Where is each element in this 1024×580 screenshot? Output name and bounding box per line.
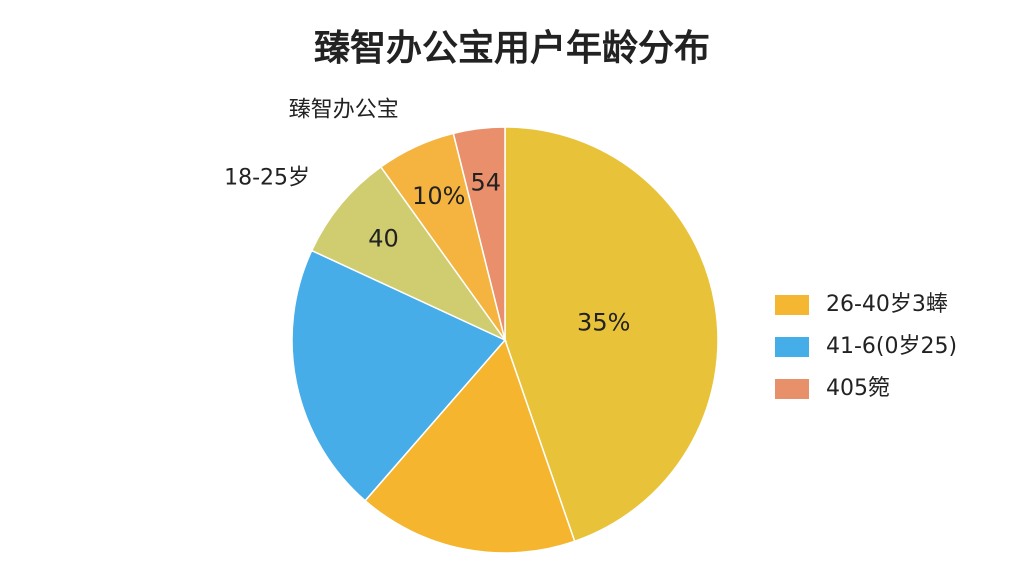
- category-label: 臻智办公宝: [289, 97, 399, 122]
- legend-label: 41-6(0岁25): [826, 334, 957, 359]
- slice-label: 54: [470, 169, 501, 197]
- chart-title: 臻智办公宝用户年龄分布: [314, 28, 710, 69]
- pie-slice: [291, 249, 507, 502]
- pie-slice: [504, 126, 719, 543]
- category-label: 18-25岁: [224, 166, 310, 191]
- legend-swatch: [775, 337, 809, 357]
- slice-label: 40: [368, 225, 399, 253]
- pie-slice: [364, 338, 576, 554]
- pie-slice: [310, 165, 508, 342]
- legend-label: 26-40岁3蜯: [826, 292, 948, 317]
- legend-swatch: [775, 379, 809, 399]
- slice-label: 10%: [412, 182, 465, 210]
- pie-slice: [452, 126, 506, 341]
- slice-label: 35%: [577, 308, 630, 336]
- legend-swatch: [775, 295, 809, 315]
- legend-label: 405箢: [826, 376, 890, 401]
